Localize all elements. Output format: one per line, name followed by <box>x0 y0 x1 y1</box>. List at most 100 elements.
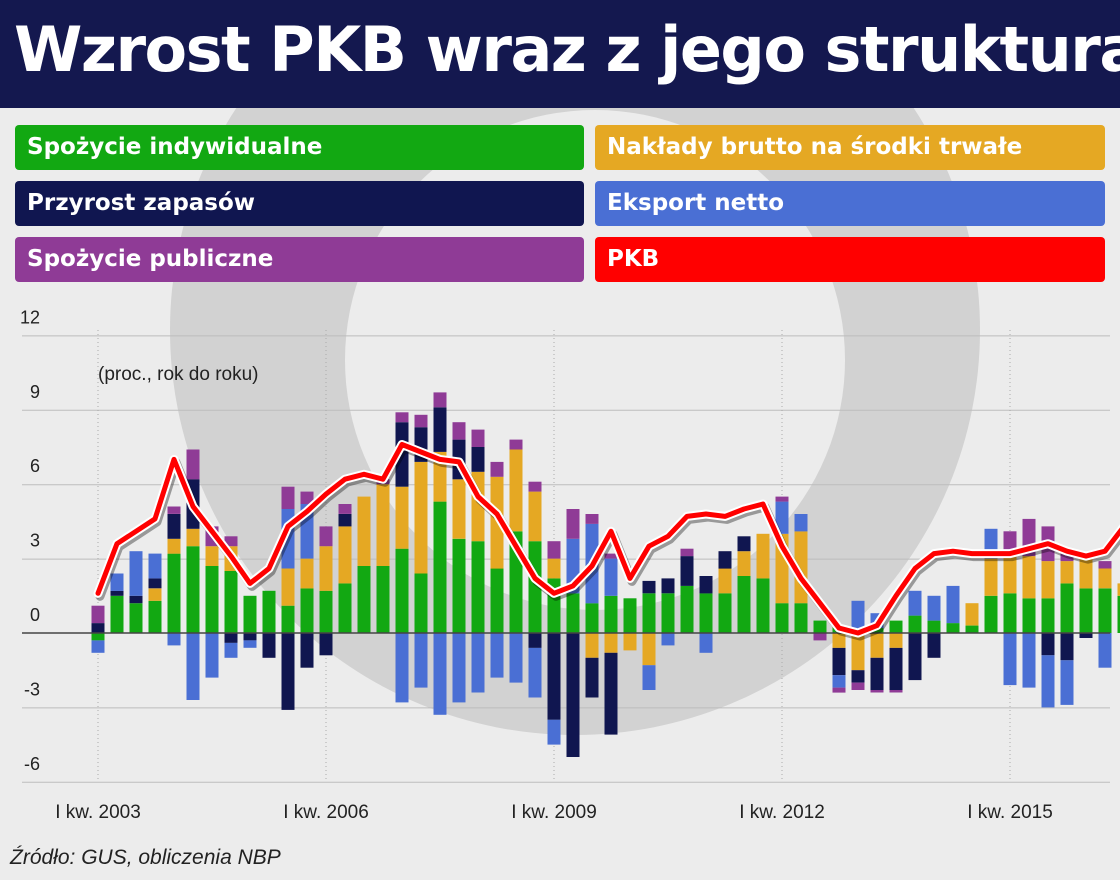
bar-public <box>1098 561 1112 569</box>
bar-consumption <box>585 603 599 633</box>
y-tick-label: 12 <box>20 307 40 327</box>
bar-consumption <box>699 593 713 633</box>
legend-item-inventories: Przyrost zapasów <box>15 181 584 226</box>
bar-public <box>832 687 846 693</box>
bar-net_exports <box>490 633 504 678</box>
bar-investment <box>737 551 751 576</box>
bar-investment <box>1041 561 1055 599</box>
legend-label: Przyrost zapasów <box>27 190 256 216</box>
y-tick-label: 3 <box>30 531 40 551</box>
bar-net_exports <box>224 642 238 658</box>
bar-net_exports <box>1060 660 1074 705</box>
bar-public <box>528 481 542 492</box>
bar-consumption <box>756 578 770 633</box>
bar-consumption <box>91 633 105 641</box>
bar-net_exports <box>186 633 200 700</box>
bar-net_exports <box>395 633 409 703</box>
bar-inventories <box>642 580 656 594</box>
bar-net_exports <box>1041 655 1055 708</box>
bar-public <box>680 548 694 557</box>
bar-investment <box>718 568 732 594</box>
y-tick-label: 6 <box>30 456 40 476</box>
bar-inventories <box>224 633 238 643</box>
bar-consumption <box>604 595 618 633</box>
bar-public <box>604 553 618 559</box>
bar-investment <box>357 496 371 566</box>
bar-consumption <box>262 590 276 633</box>
bar-net_exports <box>509 633 523 683</box>
bar-public <box>452 422 466 440</box>
bar-inventories <box>300 633 314 668</box>
bar-public <box>91 605 105 624</box>
bar-inventories <box>870 657 884 690</box>
bar-investment <box>604 633 618 653</box>
bar-consumption <box>1041 598 1055 633</box>
bar-investment <box>965 603 979 626</box>
bar-investment <box>528 491 542 542</box>
bar-investment <box>1022 556 1036 599</box>
bar-net_exports <box>794 514 808 532</box>
bar-net_exports <box>243 640 257 648</box>
bar-inventories <box>547 633 561 720</box>
bar-inventories <box>604 652 618 735</box>
bar-inventories <box>908 633 922 681</box>
bar-net_exports <box>604 558 618 596</box>
bar-consumption <box>775 603 789 633</box>
bar-public <box>414 414 428 428</box>
bar-consumption <box>395 548 409 633</box>
bar-investment <box>148 588 162 601</box>
bar-consumption <box>414 573 428 633</box>
legend-item-net-exports: Eksport netto <box>595 181 1105 226</box>
bar-consumption <box>718 593 732 633</box>
bar-net_exports <box>471 633 485 693</box>
bar-investment <box>376 484 390 566</box>
bar-public <box>490 461 504 477</box>
bar-consumption <box>1079 588 1093 633</box>
bar-investment <box>433 452 447 502</box>
legend-item-gdp: PKB <box>595 237 1105 282</box>
bar-public <box>775 496 789 502</box>
bar-public <box>319 526 333 547</box>
x-tick-label: I kw. 2009 <box>511 802 597 823</box>
bar-net_exports <box>908 590 922 616</box>
bar-public <box>870 690 884 693</box>
bar-consumption <box>661 593 675 633</box>
source-note: Źródło: GUS, obliczenia NBP <box>10 846 281 869</box>
bar-investment <box>186 528 200 547</box>
y-tick-label: 9 <box>30 382 40 402</box>
bar-consumption <box>167 553 181 633</box>
bar-inventories <box>91 623 105 633</box>
bar-net_exports <box>946 585 960 624</box>
bar-consumption <box>186 546 200 633</box>
bar-consumption <box>946 623 960 633</box>
bar-public <box>813 633 827 641</box>
bar-inventories <box>699 576 713 594</box>
x-tick-label: I kw. 2003 <box>55 802 141 823</box>
bar-consumption <box>376 566 390 633</box>
bar-consumption <box>870 628 884 633</box>
bar-consumption <box>224 571 238 633</box>
x-tick-label: I kw. 2012 <box>739 802 825 823</box>
bar-public <box>1060 551 1074 562</box>
bar-consumption <box>1022 598 1036 633</box>
bar-net_exports <box>414 633 428 688</box>
bar-inventories <box>566 633 580 757</box>
bar-public <box>433 392 447 408</box>
bar-investment <box>1060 561 1074 584</box>
page-title: Wzrost PKB wraz z jego strukturą <box>14 13 1120 86</box>
chart-subtitle: (proc., rok do roku) <box>98 364 259 385</box>
bar-net_exports <box>1022 633 1036 688</box>
header-bar: Wzrost PKB wraz z jego strukturą <box>0 0 1120 108</box>
bar-investment <box>642 633 656 666</box>
bar-inventories <box>338 514 352 527</box>
bar-net_exports <box>110 573 124 591</box>
bar-consumption <box>680 585 694 633</box>
legend-label: Eksport netto <box>607 190 785 216</box>
legend-label: Nakłady brutto na środki trwałe <box>607 134 1023 160</box>
bar-investment <box>756 533 770 579</box>
bar-net_exports <box>832 675 846 688</box>
bar-net_exports <box>851 600 865 633</box>
bar-consumption <box>471 541 485 633</box>
bar-public <box>167 506 181 514</box>
bar-public <box>851 682 865 690</box>
